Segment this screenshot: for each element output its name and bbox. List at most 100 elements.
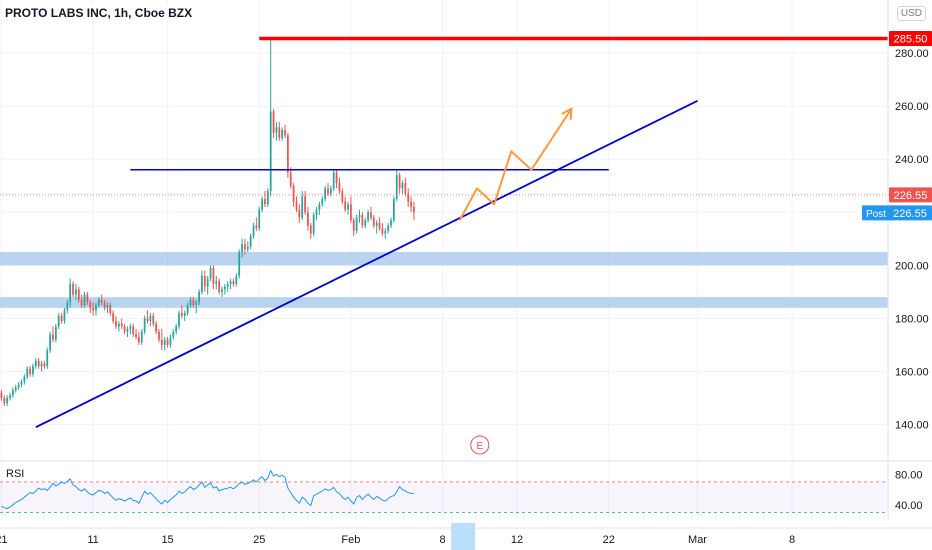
candle-body bbox=[390, 220, 392, 226]
price-tags: 285.50 226.55 Post 226.55 bbox=[862, 30, 932, 221]
candle-body bbox=[292, 185, 295, 202]
candle-body bbox=[370, 212, 372, 218]
candle-body bbox=[43, 363, 46, 367]
candle-body bbox=[298, 209, 301, 218]
candle-body bbox=[9, 395, 11, 398]
candle-body bbox=[212, 267, 215, 284]
y-tick-label: 180.00 bbox=[895, 313, 929, 325]
candle-body bbox=[203, 275, 206, 287]
post-tag-bg bbox=[862, 205, 932, 221]
candle-body bbox=[46, 350, 49, 367]
candle-body bbox=[69, 283, 72, 303]
candle-body bbox=[344, 201, 347, 210]
candle-body bbox=[361, 214, 364, 226]
candle-body bbox=[198, 291, 200, 303]
post-price: 226.55 bbox=[893, 208, 927, 220]
y-tick-label: 160.00 bbox=[895, 366, 929, 378]
candle-body bbox=[189, 299, 192, 306]
candle-body bbox=[26, 368, 29, 377]
candle-body bbox=[112, 313, 115, 322]
candle-body bbox=[155, 323, 158, 332]
candle-body bbox=[355, 217, 358, 231]
candle-body bbox=[89, 302, 92, 308]
candle-body bbox=[341, 191, 344, 202]
candlesticks bbox=[0, 37, 415, 406]
currency-badge[interactable]: USD bbox=[896, 6, 926, 21]
candle-body bbox=[404, 183, 407, 194]
candle-body bbox=[49, 334, 52, 351]
candle-body bbox=[215, 281, 218, 284]
candle-body bbox=[266, 191, 269, 205]
candle-body bbox=[286, 135, 289, 173]
last-price-tag-bg bbox=[889, 187, 932, 203]
candle-body bbox=[232, 281, 235, 284]
candle-body bbox=[312, 214, 315, 234]
candle-body bbox=[398, 175, 401, 189]
candle-body bbox=[40, 363, 43, 367]
x-tick-label: 11 bbox=[87, 534, 98, 546]
candle-body bbox=[367, 212, 369, 221]
candle-body bbox=[309, 225, 312, 234]
candle-body bbox=[272, 111, 275, 133]
candle-body bbox=[77, 289, 80, 300]
candle-body bbox=[80, 299, 83, 306]
candle-body bbox=[140, 331, 143, 343]
candle-body bbox=[221, 289, 223, 292]
candle-body bbox=[304, 196, 306, 213]
candle-body bbox=[246, 246, 249, 250]
candle-body bbox=[66, 302, 69, 311]
candle-body bbox=[223, 286, 226, 290]
candle-body bbox=[401, 183, 404, 189]
candle-body bbox=[183, 313, 186, 316]
candle-body bbox=[235, 275, 238, 284]
candle-body bbox=[195, 302, 198, 306]
candle-body bbox=[175, 326, 178, 332]
candle-body bbox=[95, 305, 97, 311]
candle-body bbox=[258, 209, 261, 229]
time-highlight bbox=[451, 523, 476, 550]
rsi-label: RSI bbox=[6, 468, 24, 480]
resistance-price-tag: 285.50 bbox=[894, 33, 928, 45]
candle-body bbox=[410, 201, 412, 207]
candle-body bbox=[332, 172, 335, 189]
candle-body bbox=[381, 228, 384, 234]
candle-body bbox=[106, 305, 109, 308]
last-price-tag: 226.55 bbox=[894, 190, 928, 202]
y-tick-label: 240.00 bbox=[895, 154, 929, 166]
rsi-pane: RSI bbox=[0, 460, 932, 513]
candle-body bbox=[117, 323, 120, 327]
post-label: Post bbox=[866, 209, 886, 220]
candle-body bbox=[32, 366, 34, 375]
candle-body bbox=[307, 212, 309, 226]
x-tick-label: 15 bbox=[161, 534, 173, 546]
candle-body bbox=[72, 283, 74, 295]
candle-body bbox=[100, 299, 103, 303]
candle-body bbox=[324, 188, 327, 199]
candle-body bbox=[278, 127, 281, 138]
candle-body bbox=[375, 222, 378, 226]
candle-body bbox=[201, 275, 203, 292]
candle-body bbox=[23, 376, 26, 383]
candle-body bbox=[192, 299, 195, 306]
candle-body bbox=[255, 225, 258, 229]
candle-body bbox=[269, 111, 272, 192]
candle-body bbox=[34, 360, 37, 367]
earnings-marker bbox=[470, 435, 490, 455]
y-tick-label: 140.00 bbox=[895, 420, 929, 432]
rsi-tick-label: 80.00 bbox=[895, 469, 923, 481]
candle-body bbox=[352, 220, 355, 231]
x-tick-label: 21 bbox=[0, 534, 8, 546]
uptrend-line bbox=[35, 100, 698, 428]
candle-body bbox=[20, 382, 23, 385]
candle-body bbox=[152, 315, 155, 324]
candle-body bbox=[146, 318, 149, 322]
y-tick-label: 200.00 bbox=[895, 260, 929, 272]
candle-body bbox=[289, 172, 292, 186]
symbol-title[interactable]: PROTO LABS INC, 1h, Cboe BZX bbox=[2, 5, 196, 21]
candle-body bbox=[132, 326, 135, 335]
x-tick-label: 12 bbox=[511, 534, 523, 546]
candle-body bbox=[261, 198, 263, 210]
candle-body bbox=[37, 360, 40, 367]
candle-body bbox=[129, 326, 132, 329]
